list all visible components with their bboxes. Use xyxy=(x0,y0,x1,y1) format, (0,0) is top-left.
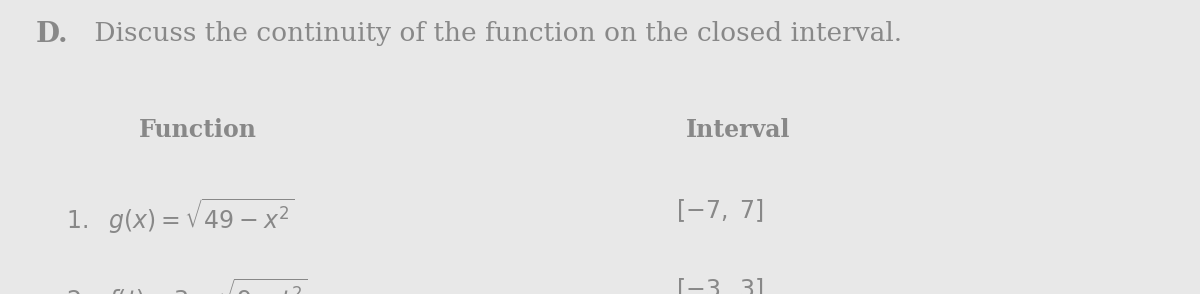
Text: Function: Function xyxy=(139,118,257,142)
Text: $\mathit{1.}\ \ g(x) = \sqrt{49 - x^2}$: $\mathit{1.}\ \ g(x) = \sqrt{49 - x^2}$ xyxy=(66,197,294,236)
Text: $[-7,\ 7]$: $[-7,\ 7]$ xyxy=(676,197,764,224)
Text: $[-3,\ 3]$: $[-3,\ 3]$ xyxy=(676,276,764,294)
Text: D.: D. xyxy=(36,21,68,48)
Text: $\mathit{2.}\ \ f(t) = 3 - \sqrt{9 - t^2}$: $\mathit{2.}\ \ f(t) = 3 - \sqrt{9 - t^2… xyxy=(66,276,307,294)
Text: Interval: Interval xyxy=(685,118,791,142)
Text: Discuss the continuity of the function on the closed interval.: Discuss the continuity of the function o… xyxy=(86,21,902,46)
